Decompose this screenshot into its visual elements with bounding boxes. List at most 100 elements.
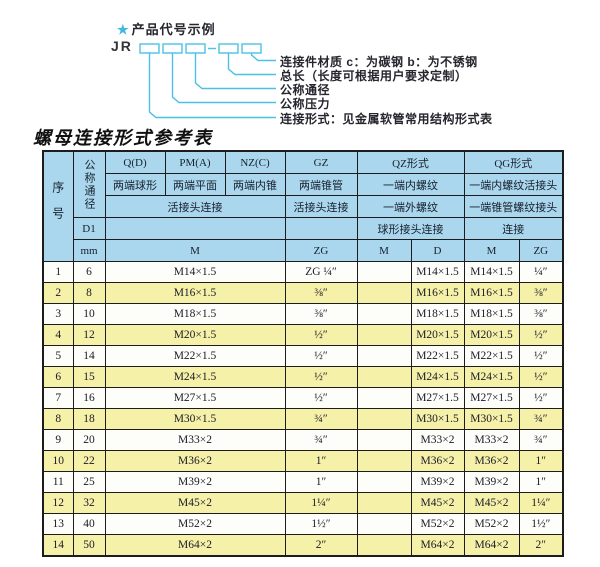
qg-m-cell: M18×1.5	[463, 303, 520, 325]
label-material: 连接件材质 c：为碳钢 b：为不锈钢	[280, 55, 478, 69]
qz-m-cell	[356, 429, 412, 451]
qz-m-cell	[356, 303, 412, 325]
m-thread-cell: M24×1.5	[104, 366, 286, 388]
header-group-qg: QG形式	[463, 150, 564, 174]
qg-zg-cell: ½″	[518, 324, 564, 346]
table-header: 序号 公称通径 Q(D) PM(A) NZ(C) GZ QZ形式 QG形式 两端…	[42, 150, 564, 262]
zg-size-cell: ¾″	[284, 408, 358, 430]
dn-cell: 14	[72, 345, 106, 367]
qz-d-cell: M39×2	[410, 471, 465, 493]
qg-m-cell: M20×1.5	[463, 324, 520, 346]
code-prefix: JR	[111, 38, 133, 54]
diagram-title-text: 产品代号示例	[131, 22, 216, 37]
m-thread-cell: M33×2	[104, 429, 286, 451]
table-row: 11 25 M39×2 1″ M39×2 M39×2 1″	[42, 471, 564, 493]
code-box-5	[241, 43, 262, 54]
qz-d-cell: M20×1.5	[410, 324, 465, 346]
qz-d-cell: M22×1.5	[410, 345, 465, 367]
header-row-number: 序号	[42, 150, 74, 262]
header-sub-nzc: 两端内锥	[224, 173, 286, 196]
header-group-nzc: NZ(C)	[224, 150, 286, 174]
qz-m-cell	[356, 513, 412, 535]
qz-m-cell	[356, 450, 412, 472]
qg-m-cell: M64×2	[463, 534, 520, 557]
table-row: 9 20 M33×2 ¾″ M33×2 M33×2 ¾″	[42, 429, 564, 451]
m-thread-cell: M22×1.5	[104, 345, 286, 367]
qz-m-cell	[356, 408, 412, 430]
m-thread-cell: M64×2	[104, 534, 286, 557]
header-blank-gz	[284, 217, 358, 240]
table-row: 5 14 M22×1.5 ½″ M22×1.5 M22×1.5 ½″	[42, 345, 564, 367]
table-body: 1 6 M14×1.5 ZG ¼″ M14×1.5 M14×1.5 ¼″ 2 8 M16×1.5 ⅜…	[42, 261, 564, 557]
m-thread-cell: M18×1.5	[104, 303, 286, 325]
dn-cell: 18	[72, 408, 106, 430]
qg-m-cell: M16×1.5	[463, 282, 520, 304]
diagram-title: ★ 产品代号示例	[117, 19, 216, 38]
row-number-cell: 10	[42, 450, 74, 472]
dn-cell: 6	[72, 261, 106, 283]
code-connector-lines	[139, 43, 276, 119]
zg-size-cell: ½″	[284, 324, 358, 346]
m-thread-cell: M39×2	[104, 471, 286, 493]
zg-size-cell: ⅜″	[284, 282, 358, 304]
qz-d-cell: M45×2	[410, 492, 465, 514]
nut-connection-table: 序号 公称通径 Q(D) PM(A) NZ(C) GZ QZ形式 QG形式 两端…	[42, 150, 565, 557]
label-form: 连接形式：见金属软管常用结构形式表	[280, 112, 493, 126]
star-icon: ★	[117, 22, 130, 37]
qz-m-cell	[356, 534, 412, 557]
header-taper-thread-joint: 一端锥管螺纹接头	[463, 195, 564, 218]
dn-cell: 40	[72, 513, 106, 535]
dn-cell: 8	[72, 282, 106, 304]
header-ball-joint-connection: 球形接头连接	[356, 217, 465, 240]
header-nominal-diameter: 公称通径	[72, 150, 106, 218]
m-thread-cell: M16×1.5	[104, 282, 286, 304]
leader-line-material	[250, 53, 276, 62]
header-blank-left	[104, 217, 286, 240]
qg-zg-cell: ⅜″	[518, 282, 564, 304]
qg-m-cell: M14×1.5	[463, 261, 520, 283]
header-connection: 连接	[463, 217, 564, 240]
dn-cell: 15	[72, 366, 106, 388]
row-number-cell: 1	[42, 261, 74, 283]
qz-m-cell	[356, 345, 412, 367]
code-box-4	[218, 43, 239, 54]
qg-m-cell: M22×1.5	[463, 345, 520, 367]
qg-zg-cell: 1¼″	[518, 492, 564, 514]
qz-d-cell: M24×1.5	[410, 366, 465, 388]
qg-zg-cell: ½″	[518, 345, 564, 367]
qg-m-cell: M36×2	[463, 450, 520, 472]
header-unit-qg-zg: ZG	[518, 239, 564, 262]
zg-size-cell: ½″	[284, 387, 358, 409]
header-external-thread: 一端外螺纹	[356, 195, 465, 218]
m-thread-cell: M30×1.5	[104, 408, 286, 430]
header-sub-qd: 两端球形	[104, 173, 166, 196]
table-title: 螺母连接形式参考表	[33, 128, 213, 148]
table-row: 8 18 M30×1.5 ¾″ M30×1.5 M30×1.5 ¾″	[42, 408, 564, 430]
dn-cell: 22	[72, 450, 106, 472]
qz-d-cell: M64×2	[410, 534, 465, 557]
m-thread-cell: M14×1.5	[104, 261, 286, 283]
product-code-diagram: ★ 产品代号示例 JR 连接件材质 c：为碳钢 b：为不锈钢 总长（长度可根据用户…	[0, 0, 600, 150]
table-row: 1 6 M14×1.5 ZG ¼″ M14×1.5 M14×1.5 ¼″	[42, 261, 564, 283]
header-sub-qg: 一端内螺纹活接头	[463, 173, 564, 196]
header-union-connection-gz: 活接头连接	[284, 195, 358, 218]
leader-line-form	[148, 53, 276, 119]
dn-cell: 16	[72, 387, 106, 409]
qg-m-cell: M27×1.5	[463, 387, 520, 409]
m-thread-cell: M52×2	[104, 513, 286, 535]
zg-size-cell: ZG ¼″	[284, 261, 358, 283]
code-box-1	[139, 43, 160, 54]
qz-d-cell: M14×1.5	[410, 261, 465, 283]
leader-line-diameter	[194, 53, 276, 90]
leader-line-pressure	[171, 53, 276, 104]
qz-m-cell	[356, 492, 412, 514]
qg-zg-cell: ⅜″	[518, 303, 564, 325]
zg-size-cell: ½″	[284, 345, 358, 367]
qg-m-cell: M45×2	[463, 492, 520, 514]
qz-m-cell	[356, 387, 412, 409]
code-box-2	[162, 43, 183, 54]
qz-d-cell: M52×2	[410, 513, 465, 535]
table-row: 13 40 M52×2 1½″ M52×2 M52×2 1½″	[42, 513, 564, 535]
row-number-cell: 12	[42, 492, 74, 514]
header-unit-qz-d: D	[410, 239, 465, 262]
